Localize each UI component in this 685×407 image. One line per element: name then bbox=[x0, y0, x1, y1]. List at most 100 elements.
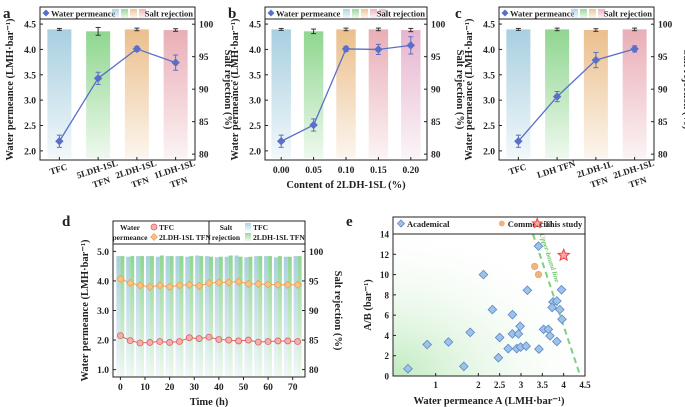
x-tick-label: 4.5 bbox=[579, 380, 591, 390]
this-study-point bbox=[556, 248, 571, 262]
academical-point bbox=[522, 285, 533, 296]
water-permeance-point bbox=[406, 41, 415, 50]
academical-point bbox=[494, 332, 505, 343]
tfc-water-permeance-point bbox=[205, 333, 213, 341]
legend-swatch bbox=[598, 9, 605, 18]
y2-tick-label: 95 bbox=[658, 53, 668, 63]
x-tick-label: 0.20 bbox=[402, 166, 419, 176]
tfc-water-permeance-point bbox=[215, 336, 223, 343]
water-permeance-line bbox=[517, 48, 635, 142]
tfn-water-permeance-point bbox=[116, 274, 125, 284]
salt-rejection-error-bar bbox=[134, 27, 140, 32]
x-tick-label: 2 bbox=[476, 380, 481, 390]
water-permeance-point bbox=[630, 44, 639, 54]
y-tick-label: 4.5 bbox=[249, 21, 261, 31]
y2-axis-label: Salt rejection (%) bbox=[222, 50, 233, 130]
tfn-salt-rejection-bar bbox=[159, 255, 164, 377]
legend-water-permeance: Water permeance bbox=[510, 9, 575, 19]
tfn-salt-rejection-bar bbox=[277, 256, 282, 377]
salt-rejection-error-bar bbox=[311, 28, 317, 35]
x-tick-label: 0.05 bbox=[305, 166, 322, 176]
x-axis-label: Water permeance A (LMH·bar⁻¹) bbox=[413, 396, 565, 407]
academical-point bbox=[515, 321, 526, 332]
legend: Water permeance Salt rejection bbox=[264, 6, 428, 20]
y2-tick-label: 85 bbox=[199, 118, 209, 128]
tfn-salt-rejection-bar bbox=[228, 255, 233, 377]
y2-tick-label: 90 bbox=[309, 307, 319, 317]
tfn-water-permeance-point bbox=[224, 278, 233, 287]
salt-rejection-error-bar bbox=[56, 27, 62, 31]
y-tick-label: 2.5 bbox=[249, 122, 261, 132]
y-tick-label: 4.5 bbox=[24, 21, 36, 31]
tfc-salt-rejection-bar bbox=[244, 257, 249, 377]
y2-tick-label: 85 bbox=[309, 337, 319, 347]
salt-rejection-error-bar bbox=[95, 26, 101, 36]
tfc-water-permeance-point bbox=[294, 338, 302, 345]
y-tick-label: 0 bbox=[385, 372, 390, 382]
legend: Water permeance Salt rejection bbox=[39, 6, 196, 20]
legend: Water permeance Salt rejection bbox=[498, 6, 655, 20]
tfc-water-permeance-point bbox=[156, 338, 164, 345]
legend-water-permeance: Water permeance bbox=[276, 9, 341, 19]
y2-tick-label: 95 bbox=[309, 277, 319, 287]
tfc-salt-rejection-bar bbox=[155, 256, 160, 377]
academical-point bbox=[487, 304, 498, 315]
commercial-point bbox=[531, 262, 539, 271]
commercial-point bbox=[534, 270, 543, 279]
water-permeance-point bbox=[171, 58, 180, 67]
academical-point bbox=[403, 363, 413, 374]
x-tick-label: 1 bbox=[433, 380, 438, 390]
tfn-water-permeance-point bbox=[214, 278, 224, 287]
academical-point bbox=[534, 344, 544, 354]
legend-this-study: This study bbox=[544, 219, 583, 229]
salt-rejection-error-bar bbox=[515, 27, 521, 31]
y-tick-label: 10 bbox=[380, 270, 390, 280]
tfn-water-permeance-point bbox=[185, 280, 194, 289]
academical-point bbox=[521, 341, 531, 351]
legend-tfn-swatch bbox=[245, 233, 251, 241]
panel-label: b bbox=[228, 6, 236, 22]
y-tick-label: 3.0 bbox=[249, 97, 261, 107]
y-axis-label: A/B (bar⁻¹) bbox=[363, 279, 374, 331]
academical-point bbox=[507, 309, 518, 320]
tfc-water-permeance-point bbox=[136, 339, 144, 347]
tfc-water-permeance-point bbox=[274, 337, 282, 345]
y2-tick-label: 100 bbox=[309, 248, 324, 258]
y-axis-label: Water permeance (LMH·bar⁻¹) bbox=[464, 18, 475, 161]
academical-point bbox=[554, 304, 565, 315]
water-permeance-line bbox=[58, 48, 176, 142]
y2-axis-label: Salt rejection (%) bbox=[332, 271, 343, 351]
y2-axis-label: Salt rejection (%) bbox=[454, 50, 465, 130]
tfn-water-permeance-point bbox=[283, 280, 292, 289]
x-tick-label: 2LDH-1SL bbox=[612, 158, 656, 181]
y2-tick-label: 80 bbox=[431, 151, 441, 161]
legend-academical: Academical bbox=[407, 219, 450, 229]
x-tick-label: TFN bbox=[169, 174, 190, 189]
tfc-salt-rejection-bar bbox=[283, 256, 288, 377]
salt-rejection-error-bar bbox=[632, 27, 638, 32]
x-tick-label: TFN bbox=[91, 174, 112, 189]
x-tick-label: TFN bbox=[130, 174, 151, 189]
water-permeance-point bbox=[93, 74, 103, 83]
legend-salt-rejection: Salt rejection bbox=[145, 9, 194, 19]
y2-tick-label: 85 bbox=[658, 118, 668, 128]
y-tick-label: 1.0 bbox=[97, 366, 109, 376]
tfc-water-permeance-point bbox=[244, 336, 252, 344]
tfc-salt-rejection-bar bbox=[264, 256, 269, 377]
y-axis-label: Water permeance (LMH·bar⁻¹) bbox=[5, 18, 16, 161]
y-tick-label: 4.0 bbox=[24, 46, 36, 56]
legend-swatch bbox=[589, 9, 596, 18]
y-tick-label: 2.5 bbox=[24, 122, 36, 132]
x-tick-label: 0 bbox=[118, 383, 123, 393]
tfc-salt-rejection-bar bbox=[136, 256, 141, 377]
y-axis-label: Water permeance (LMH·bar⁻¹) bbox=[230, 18, 241, 161]
y-tick-label: 4 bbox=[385, 331, 390, 341]
legend-swatch bbox=[343, 9, 350, 18]
legend-swatch bbox=[130, 9, 137, 18]
tfn-water-permeance-point bbox=[175, 281, 184, 290]
y2-tick-label: 95 bbox=[199, 53, 209, 63]
salt-rejection-error-bar bbox=[554, 27, 560, 32]
y2-axis-label: Salt rejection (%) bbox=[681, 50, 685, 130]
tfn-water-permeance-point bbox=[135, 281, 145, 290]
